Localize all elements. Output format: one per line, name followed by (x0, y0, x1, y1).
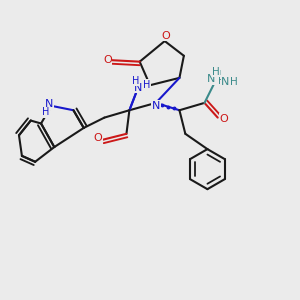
Text: H: H (230, 77, 238, 87)
Text: O: O (103, 55, 112, 65)
Text: H: H (143, 80, 151, 90)
Text: O: O (219, 114, 228, 124)
Text: N: N (134, 82, 142, 93)
Text: N: N (45, 99, 53, 110)
Text: H: H (212, 67, 220, 77)
Text: N: N (221, 77, 230, 87)
Text: O: O (93, 133, 102, 143)
Text: H: H (214, 70, 221, 80)
Text: H: H (132, 76, 139, 86)
Text: N: N (152, 101, 160, 111)
Text: H: H (218, 76, 226, 86)
Text: N: N (207, 74, 215, 84)
Text: H: H (42, 107, 49, 117)
Text: O: O (162, 31, 171, 41)
